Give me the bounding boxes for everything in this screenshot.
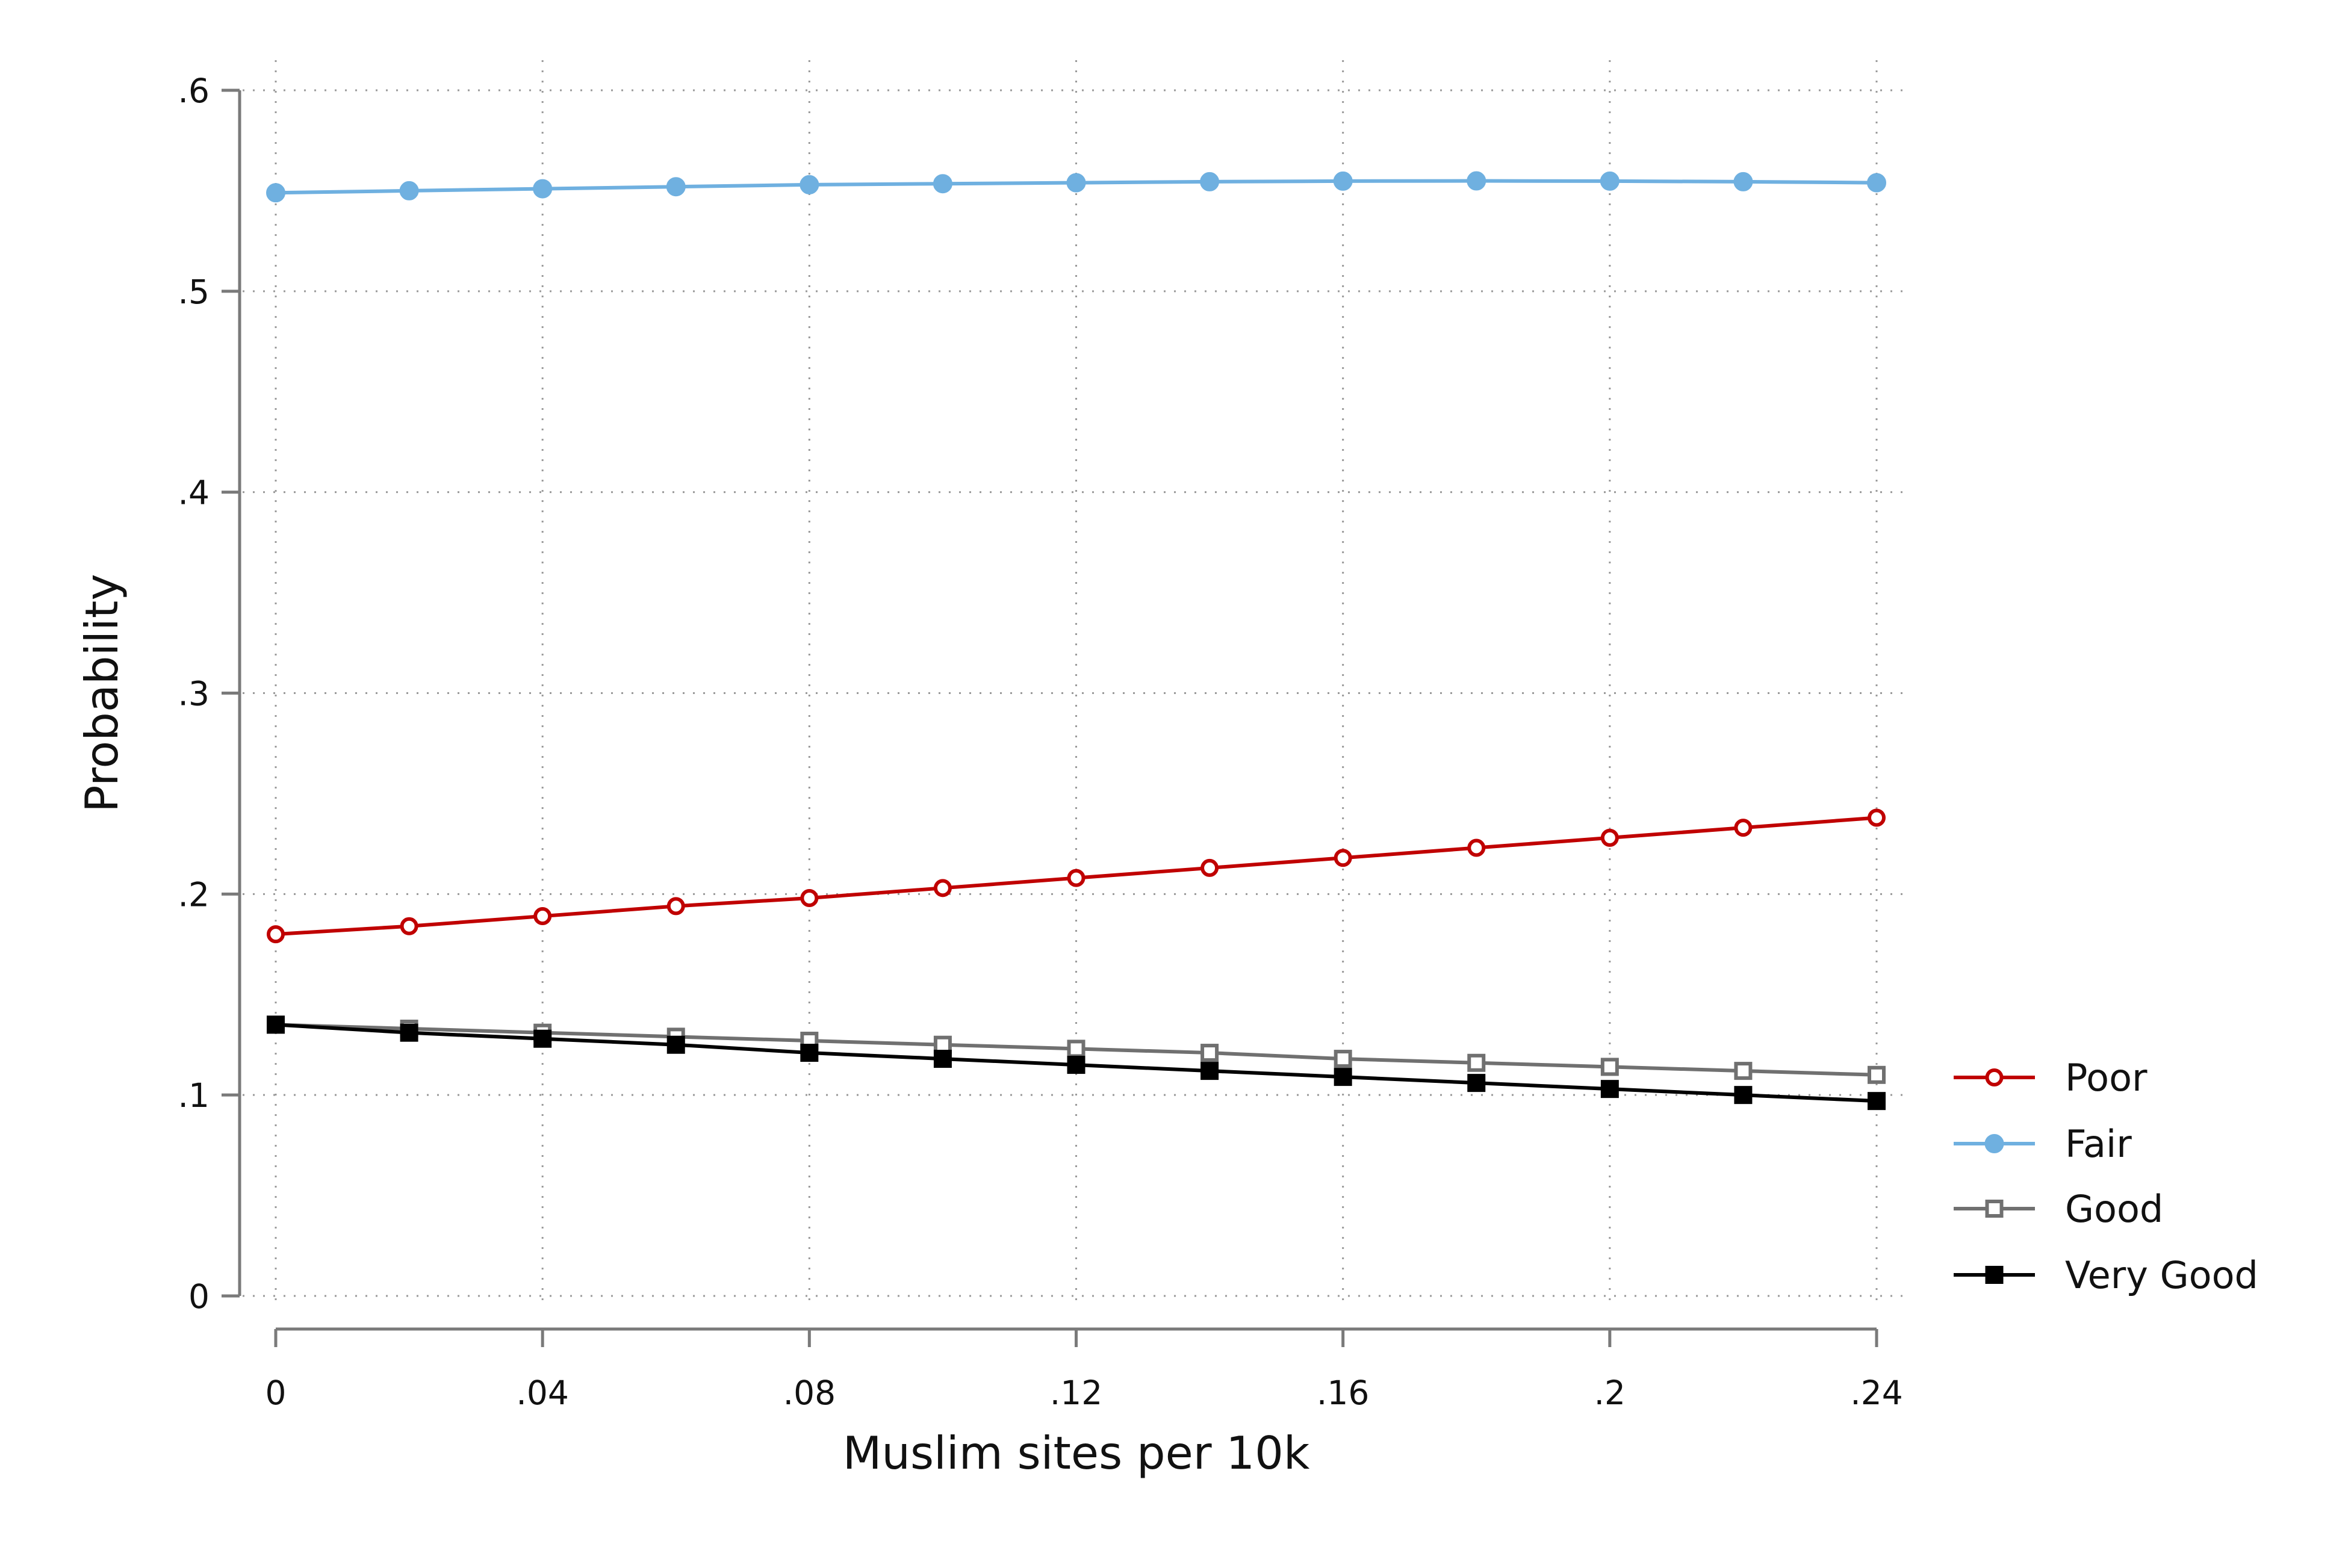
x-tick-label: .04 [516, 1374, 568, 1412]
data-point-fair [1467, 171, 1486, 191]
series-lines [266, 171, 1886, 1111]
data-point-good [1467, 1053, 1486, 1072]
data-point-very-good [533, 1029, 552, 1048]
data-point-very-good [800, 1044, 819, 1062]
y-tick-label: .6 [178, 72, 210, 110]
data-point-fair [1200, 172, 1220, 191]
data-point-very-good [1734, 1086, 1753, 1105]
legend-label: Good [2065, 1187, 2163, 1231]
data-point-poor [800, 889, 819, 908]
legend-item-poor: Poor [1954, 1056, 2148, 1100]
data-point-poor [1467, 838, 1486, 857]
data-point-poor [267, 925, 285, 944]
data-point-very-good [1200, 1062, 1219, 1080]
x-tick-label: .12 [1050, 1374, 1102, 1412]
legend-marker [1984, 1134, 2004, 1153]
data-point-poor [1600, 828, 1619, 847]
y-tick-label: .1 [178, 1076, 210, 1115]
data-point-very-good [933, 1050, 952, 1068]
data-point-fair [1600, 171, 1620, 191]
y-tick-label: 0 [188, 1277, 210, 1316]
data-point-very-good [1067, 1056, 1085, 1074]
x-tick-label: .16 [1317, 1374, 1369, 1412]
data-point-fair [1867, 173, 1886, 193]
data-point-very-good [400, 1023, 418, 1042]
legend-label: Very Good [2065, 1253, 2258, 1297]
data-point-poor [933, 879, 952, 897]
axes: 0 .1 .2 .3 .4 .5 .6 0 .04 .08 .12 .16 .2 .24 [178, 72, 1903, 1412]
legend-item-very-good: Very Good [1954, 1253, 2258, 1297]
legend-label: Poor [2065, 1056, 2148, 1100]
x-tick-label: .2 [1594, 1374, 1626, 1412]
data-point-fair [399, 181, 419, 200]
series-very-good [267, 1015, 1886, 1111]
data-point-fair [1066, 173, 1086, 193]
data-point-very-good [1600, 1080, 1619, 1099]
data-point-very-good [666, 1035, 685, 1054]
data-point-very-good [1868, 1092, 1886, 1111]
data-point-very-good [1334, 1068, 1352, 1086]
legend-marker [1985, 1266, 2004, 1284]
y-tick-label: .2 [178, 875, 210, 914]
legend-marker [1985, 1068, 2004, 1086]
data-point-poor [1868, 808, 1886, 827]
data-point-fair [800, 175, 819, 194]
data-point-fair [266, 183, 285, 203]
data-point-fair [666, 177, 686, 197]
data-point-good [1734, 1062, 1753, 1080]
legend-item-good: Good [1954, 1187, 2163, 1231]
data-point-poor [1200, 858, 1219, 877]
x-tick-label: 0 [266, 1374, 287, 1412]
legend-label: Fair [2065, 1122, 2132, 1166]
data-point-good [1200, 1044, 1219, 1062]
data-point-poor [666, 897, 685, 916]
series-poor [267, 808, 1886, 944]
data-point-fair [533, 179, 553, 199]
data-point-very-good [267, 1015, 285, 1034]
data-point-fair [1733, 172, 1753, 191]
data-point-poor [1734, 819, 1753, 837]
gridlines [243, 60, 1907, 1302]
x-tick-label: .24 [1850, 1374, 1902, 1412]
data-point-good [1067, 1040, 1085, 1058]
data-point-good [1868, 1065, 1886, 1084]
y-tick-label: .5 [178, 273, 210, 311]
legend-marker [1985, 1200, 2004, 1218]
data-point-poor [400, 917, 418, 935]
data-point-very-good [1467, 1074, 1486, 1092]
legend: Poor Fair Good Very Good [1954, 1056, 2258, 1297]
y-tick-label: .4 [178, 474, 210, 512]
y-axis-title: Probability [75, 574, 128, 812]
data-point-good [1600, 1058, 1619, 1076]
data-point-fair [1333, 171, 1353, 191]
series-fair [266, 171, 1886, 203]
legend-item-fair: Fair [1954, 1122, 2132, 1166]
data-point-fair [933, 174, 952, 194]
data-point-poor [1334, 849, 1352, 867]
data-point-poor [1067, 869, 1085, 887]
data-point-poor [533, 907, 552, 926]
y-tick-label: .3 [178, 675, 210, 713]
x-axis-title: Muslim sites per 10k [843, 1427, 1310, 1480]
data-point-good [1334, 1050, 1352, 1068]
x-tick-label: .08 [783, 1374, 836, 1412]
